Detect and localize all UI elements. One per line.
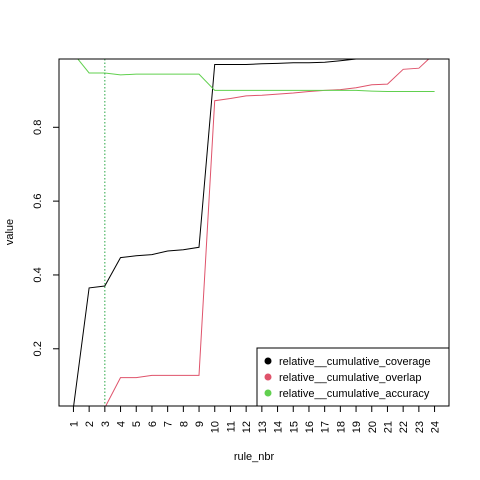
series-line-relative-cumulative-coverage [73, 59, 361, 406]
legend-label: relative__cumulative_accuracy [279, 388, 430, 400]
x-axis-title: rule_nbr [234, 451, 275, 463]
x-tick-label: 10 [210, 421, 222, 433]
x-tick-label: 13 [257, 421, 269, 433]
x-tick-label: 12 [241, 421, 253, 433]
x-tick-label: 21 [382, 421, 394, 433]
y-axis-title: value [4, 219, 16, 245]
x-tick-label: 5 [131, 421, 143, 427]
x-tick-label: 15 [288, 421, 300, 433]
x-tick-label: 7 [163, 421, 175, 427]
x-tick-label: 22 [398, 421, 410, 433]
x-tick-label: 2 [84, 421, 96, 427]
x-tick-label: 19 [351, 421, 363, 433]
x-tick-label: 23 [414, 421, 426, 433]
x-tick-label: 3 [100, 421, 112, 427]
x-tick-label: 4 [116, 421, 128, 427]
legend-label: relative__cumulative_coverage [279, 356, 431, 368]
x-tick-label: 1 [68, 421, 80, 427]
legend-marker [264, 389, 272, 397]
legend-label: relative__cumulative_overlap [279, 372, 421, 384]
legend-box [256, 347, 450, 407]
y-tick-label: 0.4 [32, 267, 44, 282]
y-tick-label: 0.2 [32, 341, 44, 356]
x-tick-label: 20 [367, 421, 379, 433]
x-tick-label: 16 [304, 421, 316, 433]
x-tick-label: 9 [194, 421, 206, 427]
legend: relative__cumulative_coverage relative__c… [256, 347, 450, 407]
x-tick-label: 6 [147, 421, 159, 427]
x-tick-label: 14 [273, 421, 285, 433]
legend-marker [264, 373, 272, 381]
x-tick-label: 11 [225, 421, 237, 432]
x-tick-label: 24 [430, 421, 442, 433]
series-line-relative-cumulative-accuracy [77, 59, 435, 92]
y-tick-label: 0.8 [32, 120, 44, 135]
x-tick-label: 8 [178, 421, 190, 427]
series-line-relative-cumulative-overlap [105, 59, 430, 406]
legend-marker [264, 357, 272, 365]
x-tick-label: 17 [320, 421, 332, 433]
x-tick-label: 18 [335, 421, 347, 433]
y-tick-label: 0.6 [32, 193, 44, 208]
